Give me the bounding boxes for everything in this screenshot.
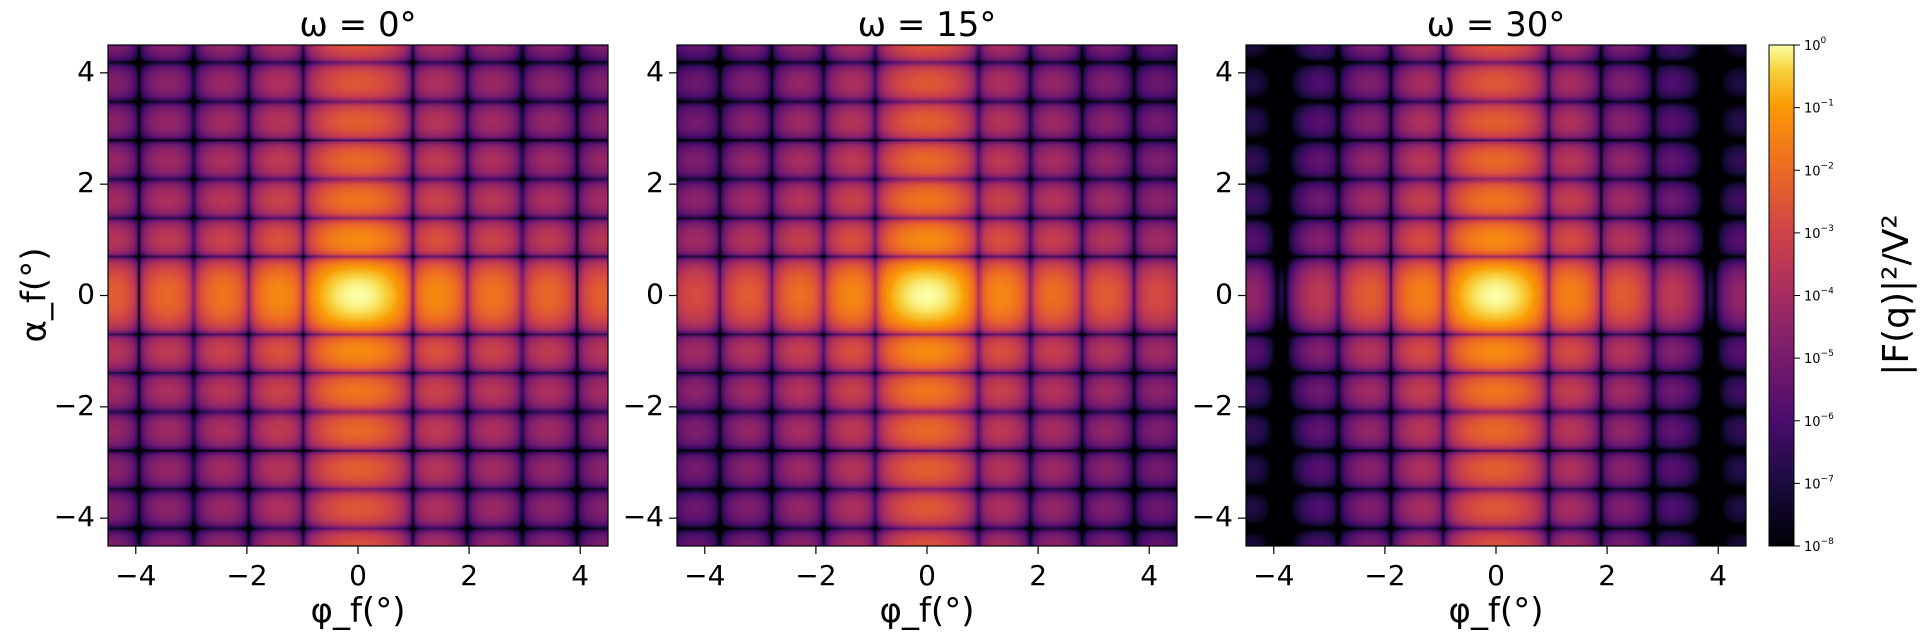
heatmap-panel-3: ω = 30° −4 −2 0 2 4 −4 −2 0 2 4 φ_f(°)	[1192, 5, 1747, 631]
heatmap-panel-1: ω = 0° −4 −2 0 2 4 −4 −2 0 2 4 φ_f(°) α_f(°)	[15, 5, 609, 631]
x-tick-label: 4	[1140, 559, 1158, 592]
x-tick-label: −4	[1253, 559, 1294, 592]
heatmap-image	[108, 45, 608, 546]
colorbar-tick-label: 10−4	[1804, 287, 1834, 305]
colorbar-tick-label: 10−6	[1804, 412, 1834, 430]
x-tick-label: −2	[795, 559, 836, 592]
y-tick-label: 2	[1215, 166, 1233, 199]
colorbar: 10−8 10−7 10−6 10−5 10−4 10−3 10−2 10−1 100 |F(q…	[1768, 36, 1917, 555]
colorbar-tick-label: 10−3	[1804, 224, 1834, 242]
heatmap-image	[1246, 45, 1746, 546]
x-tick-label: 2	[460, 559, 478, 592]
y-tick-label: −2	[54, 389, 95, 422]
x-tick-label: 0	[1487, 559, 1505, 592]
x-axis-label: φ_f(°)	[311, 591, 406, 631]
y-tick-label: −2	[1192, 389, 1233, 422]
panel-title: ω = 0°	[299, 5, 416, 45]
x-tick-label: 0	[349, 559, 367, 592]
colorbar-gradient	[1768, 44, 1795, 547]
colorbar-tick-label: 100	[1804, 36, 1827, 54]
x-axis-label: φ_f(°)	[880, 591, 975, 631]
y-tick-label: 0	[1215, 278, 1233, 311]
panel-title: ω = 15°	[858, 5, 997, 45]
y-tick-label: 0	[77, 278, 95, 311]
x-tick-label: −4	[115, 559, 156, 592]
x-tick-label: −2	[1364, 559, 1405, 592]
heatmap-panel-2: ω = 15° −4 −2 0 2 4 −4 −2 0 2 4 φ_f(°)	[623, 5, 1178, 631]
y-tick-label: −4	[1192, 500, 1233, 533]
x-tick-label: 2	[1598, 559, 1616, 592]
colorbar-tick-label: 10−5	[1804, 349, 1834, 367]
y-tick-label: 4	[1215, 55, 1233, 88]
colorbar-tick-label: 10−8	[1804, 537, 1834, 555]
y-tick-label: 4	[646, 55, 664, 88]
x-tick-label: 4	[571, 559, 589, 592]
colorbar-label: |F(q)|²/V²	[1876, 214, 1917, 376]
y-tick-label: 2	[646, 166, 664, 199]
y-tick-label: 0	[646, 278, 664, 311]
colorbar-tick-label: 10−2	[1804, 161, 1834, 179]
x-tick-label: 0	[918, 559, 936, 592]
heatmap-panels: ω = 0° −4 −2 0 2 4 −4 −2 0 2 4 φ_f(°) α_f(°) ω = 15° −…	[15, 5, 1747, 631]
y-tick-label: −4	[54, 500, 95, 533]
heatmap-image	[677, 45, 1177, 546]
colorbar-tick-label: 10−1	[1804, 99, 1834, 117]
colorbar-tick-label: 10−7	[1804, 474, 1834, 492]
panel-title: ω = 30°	[1427, 5, 1566, 45]
x-tick-label: −2	[226, 559, 267, 592]
x-axis-label: φ_f(°)	[1449, 591, 1544, 631]
y-tick-label: −4	[623, 500, 664, 533]
x-tick-label: 2	[1029, 559, 1047, 592]
y-tick-label: −2	[623, 389, 664, 422]
x-tick-label: 4	[1709, 559, 1727, 592]
y-axis-label: α_f(°)	[15, 248, 55, 343]
x-tick-label: −4	[684, 559, 725, 592]
y-tick-label: 2	[77, 166, 95, 199]
y-tick-label: 4	[77, 55, 95, 88]
